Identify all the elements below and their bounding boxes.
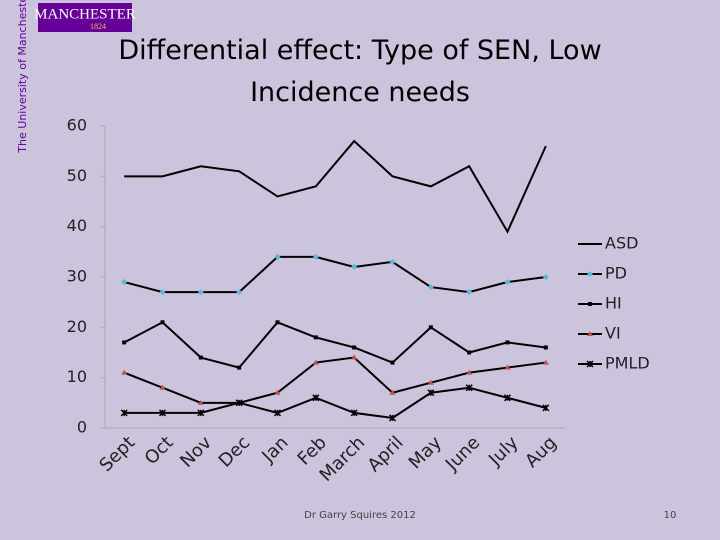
y-tick-label: 0	[77, 418, 87, 437]
legend-label: PD	[605, 264, 627, 283]
marker	[465, 384, 473, 392]
legend-label: HI	[605, 294, 622, 313]
series-line	[123, 356, 546, 404]
marker	[467, 350, 472, 355]
y-tick-label: 50	[67, 166, 87, 185]
y-tick-label: 30	[67, 267, 87, 286]
series-line	[124, 139, 547, 234]
marker	[504, 364, 511, 370]
x-tick-label: Nov	[176, 432, 216, 472]
x-tick-label: Dec	[215, 432, 254, 471]
marker	[587, 331, 593, 336]
marker	[351, 354, 358, 360]
marker	[388, 414, 397, 422]
marker	[428, 325, 433, 330]
x-tick-label: Jan	[257, 432, 292, 467]
series-line	[123, 321, 546, 369]
marker	[235, 399, 243, 407]
marker	[274, 389, 281, 395]
y-tick-label: 10	[67, 367, 87, 386]
x-tick-label: Oct	[141, 432, 178, 469]
marker	[236, 289, 243, 296]
marker	[121, 369, 128, 375]
legend-label: ASD	[605, 234, 638, 253]
marker	[274, 253, 281, 260]
marker	[312, 394, 320, 402]
marker	[586, 360, 594, 368]
university: The University of Manchester	[16, 0, 29, 154]
marker	[542, 359, 549, 365]
chart-title: Differential effect: Type of SEN, Low In…	[118, 35, 602, 108]
marker	[427, 284, 434, 291]
y-tick-label: 20	[67, 317, 87, 336]
marker	[121, 279, 128, 286]
marker	[389, 389, 396, 395]
page-number: 10	[664, 510, 677, 521]
marker	[312, 253, 319, 260]
marker	[466, 369, 473, 375]
x-tick-label: April	[364, 432, 408, 476]
legend-label: VI	[605, 324, 621, 343]
marker	[273, 409, 282, 417]
x-tick-label: Aug	[521, 432, 561, 472]
marker	[275, 320, 280, 325]
marker	[158, 409, 167, 417]
marker	[389, 258, 396, 265]
marker	[237, 365, 242, 370]
footer: Dr Garry Squires 2012	[304, 510, 416, 521]
marker	[197, 409, 205, 417]
x-tick-label: June	[441, 432, 484, 475]
marker	[543, 345, 548, 350]
marker	[587, 271, 593, 277]
marker	[504, 279, 511, 286]
x-tick-label: Sept	[95, 432, 139, 476]
marker	[352, 345, 357, 350]
marker	[503, 394, 512, 402]
marker	[390, 360, 395, 365]
marker	[350, 409, 358, 417]
marker	[159, 289, 166, 296]
marker	[197, 399, 204, 405]
marker	[159, 384, 166, 390]
marker	[542, 274, 549, 280]
marker	[505, 340, 510, 345]
legend-label: PMLD	[605, 354, 650, 373]
series-line	[123, 255, 546, 294]
logo: MANCHESTER	[34, 6, 136, 22]
marker	[312, 359, 319, 365]
marker	[466, 289, 473, 296]
x-tick-label: July	[484, 432, 523, 471]
marker	[313, 335, 318, 340]
marker	[122, 340, 127, 345]
marker	[588, 302, 592, 306]
marker	[427, 389, 435, 397]
logo-year: 1824	[90, 22, 106, 31]
marker	[197, 289, 204, 296]
x-tick-label: May	[405, 432, 446, 473]
marker	[160, 320, 165, 325]
marker	[427, 379, 434, 385]
y-tick-label: 40	[67, 216, 87, 235]
y-tick-label: 60	[67, 116, 87, 135]
marker	[351, 263, 358, 270]
marker	[542, 404, 550, 412]
marker	[120, 409, 128, 417]
marker	[198, 355, 203, 360]
logo-box	[38, 3, 132, 32]
series-line	[124, 386, 547, 419]
